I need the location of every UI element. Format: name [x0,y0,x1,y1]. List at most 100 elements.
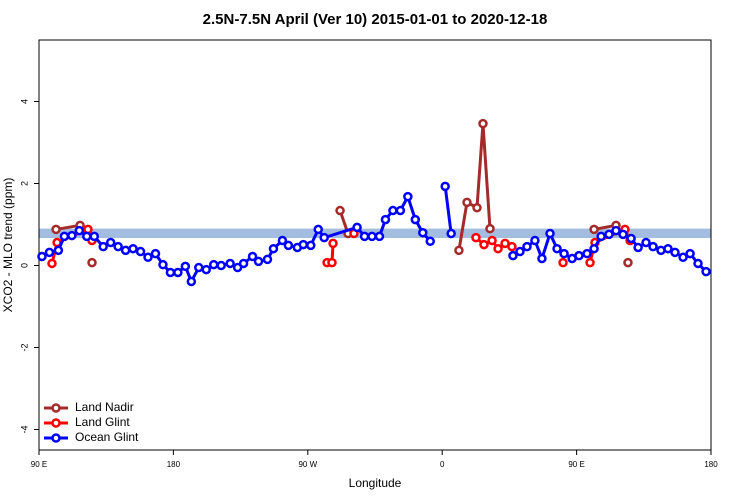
data-point [574,250,584,261]
data-point [120,245,131,256]
y-tick-label: 2 [19,181,29,186]
data-point [410,214,421,225]
data-point [425,236,436,247]
data-point [485,223,495,234]
chart-title: 2.5N-7.5N April (Ver 10) 2015-01-01 to 2… [203,11,548,28]
data-point [670,247,680,258]
data-point [186,276,197,287]
legend-label: Land Glint [75,415,130,429]
data-point [283,240,294,251]
data-point [98,241,108,252]
data-point [105,237,116,248]
data-point [87,257,97,268]
data-point [626,233,636,244]
data-point [522,241,532,252]
data-point [618,229,628,240]
data-point [663,243,673,254]
data-point [74,225,85,236]
data-point [487,235,497,246]
data-point [158,259,168,270]
data-point [165,267,176,278]
data-point [440,181,450,192]
data-point [143,252,153,263]
data-point [67,230,77,241]
y-tick-label: -4 [19,425,29,433]
data-point [352,222,362,233]
data-point [685,248,695,259]
data-point [180,261,191,272]
y-tick-label: 0 [19,263,29,268]
data-point [633,242,643,253]
series-line [56,124,628,263]
data-point [462,197,472,208]
data-point [225,258,235,269]
data-point [641,237,651,248]
legend-label: Land Nadir [75,400,134,414]
data-point [418,227,428,238]
data-point [604,229,614,240]
data-point [552,243,562,254]
data-point [150,248,161,259]
data-point [648,241,658,252]
data-point [589,243,599,254]
data-point [253,256,264,267]
data-point [201,264,212,275]
data-point [59,231,70,242]
x-tick-label: 0 [440,460,445,469]
data-point [359,231,370,242]
data-point [380,214,391,225]
data-point [277,235,288,246]
data-point [589,224,599,235]
data-point [611,225,621,236]
data-point [238,258,249,269]
data-point [327,257,337,268]
legend-marker [51,433,61,443]
data-point [247,251,258,262]
data-point [559,248,569,259]
data-point [537,253,547,264]
data-point [319,232,329,243]
x-tick-label: 180 [167,460,181,469]
data-point [388,205,398,216]
x-tick-label: 90 E [568,460,584,469]
data-point [454,245,464,256]
data-point [208,259,219,270]
data-point [216,260,226,271]
data-point [582,248,592,259]
data-point [623,257,633,268]
data-point [313,224,324,235]
data-point [51,224,61,235]
data-point [268,243,279,254]
y-tick-label: 4 [19,99,29,104]
legend-label: Ocean Glint [75,430,139,444]
data-point [367,231,377,242]
y-tick-label: -2 [19,343,29,351]
data-point [403,191,413,202]
y-axis-label: XCO2 - MLO trend (ppm) [1,178,15,313]
data-point [173,267,183,278]
data-point [128,243,138,254]
x-tick-label: 90 E [31,460,47,469]
data-point [493,243,503,254]
data-point [53,245,64,256]
data-point [508,250,518,261]
plot-frame [38,39,712,451]
data-point [446,228,456,239]
x-tick-label: 180 [704,460,718,469]
data-point [232,262,243,273]
data-point [298,239,309,250]
data-point [479,239,489,250]
data-point [47,258,57,269]
data-point [135,246,146,257]
data-point [478,118,488,129]
data-point [335,205,345,216]
data-point [472,202,482,213]
data-point [596,231,606,242]
data-point [395,205,406,216]
data-point [194,262,204,273]
data-point [693,258,703,269]
legend-marker [51,418,61,428]
data-point [262,254,273,265]
data-point [328,238,338,249]
